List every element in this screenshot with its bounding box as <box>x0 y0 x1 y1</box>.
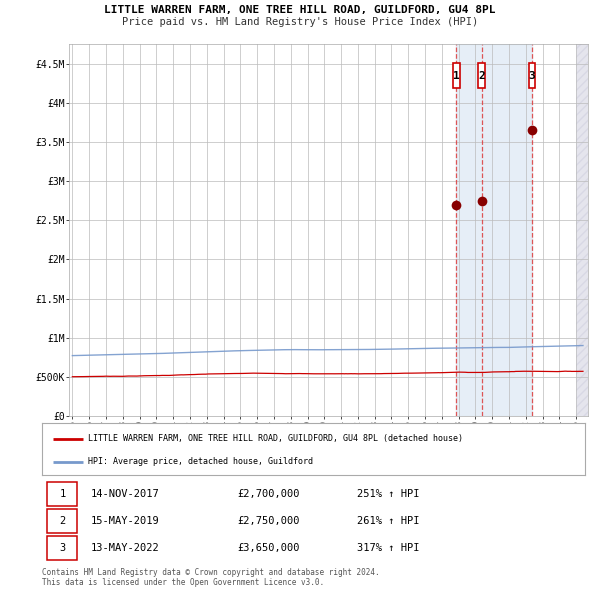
Text: 2: 2 <box>59 516 65 526</box>
Text: 317% ↑ HPI: 317% ↑ HPI <box>357 543 419 553</box>
FancyBboxPatch shape <box>47 483 77 506</box>
Text: £3,650,000: £3,650,000 <box>238 543 300 553</box>
Text: LITTLE WARREN FARM, ONE TREE HILL ROAD, GUILDFORD, GU4 8PL (detached house): LITTLE WARREN FARM, ONE TREE HILL ROAD, … <box>88 434 463 443</box>
Text: 13-MAY-2022: 13-MAY-2022 <box>91 543 160 553</box>
Text: 14-NOV-2017: 14-NOV-2017 <box>91 489 160 499</box>
Text: 1: 1 <box>59 489 65 499</box>
Text: Contains HM Land Registry data © Crown copyright and database right 2024.
This d: Contains HM Land Registry data © Crown c… <box>42 568 380 587</box>
Text: 3: 3 <box>59 543 65 553</box>
Text: 251% ↑ HPI: 251% ↑ HPI <box>357 489 419 499</box>
Bar <box>457 44 532 416</box>
FancyBboxPatch shape <box>47 536 77 560</box>
Text: HPI: Average price, detached house, Guildford: HPI: Average price, detached house, Guil… <box>88 457 313 467</box>
Text: 1: 1 <box>453 71 460 81</box>
Text: Price paid vs. HM Land Registry's House Price Index (HPI): Price paid vs. HM Land Registry's House … <box>122 17 478 27</box>
FancyBboxPatch shape <box>453 63 460 88</box>
Text: £2,750,000: £2,750,000 <box>238 516 300 526</box>
Text: 3: 3 <box>529 71 535 81</box>
FancyBboxPatch shape <box>529 63 535 88</box>
FancyBboxPatch shape <box>47 509 77 533</box>
Text: 15-MAY-2019: 15-MAY-2019 <box>91 516 160 526</box>
Text: £2,700,000: £2,700,000 <box>238 489 300 499</box>
Text: 2: 2 <box>478 71 485 81</box>
FancyBboxPatch shape <box>478 63 485 88</box>
Text: 261% ↑ HPI: 261% ↑ HPI <box>357 516 419 526</box>
Bar <box>576 44 588 416</box>
Text: LITTLE WARREN FARM, ONE TREE HILL ROAD, GUILDFORD, GU4 8PL: LITTLE WARREN FARM, ONE TREE HILL ROAD, … <box>104 5 496 15</box>
